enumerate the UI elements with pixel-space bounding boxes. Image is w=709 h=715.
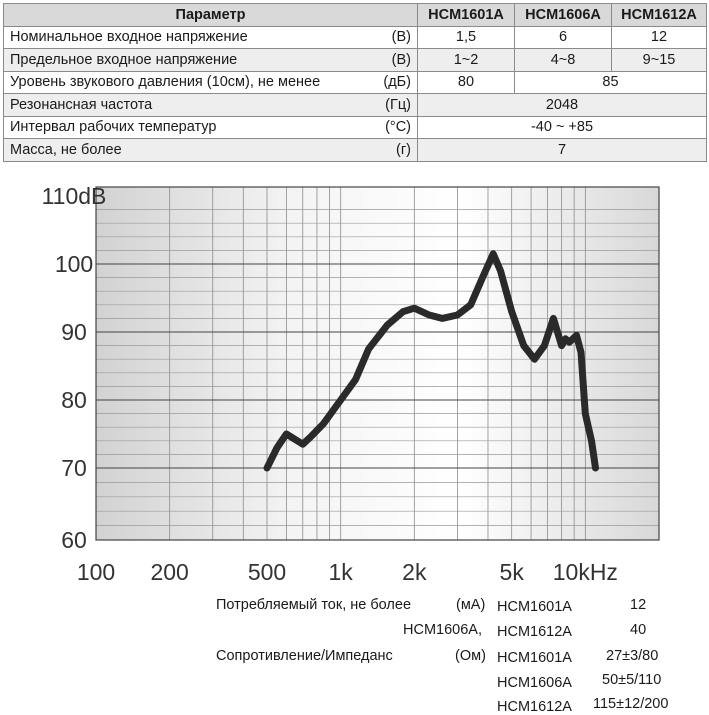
- current-model: HCM1606A,: [403, 622, 482, 638]
- resistance-model: HCM1612A: [497, 699, 572, 715]
- table-row: Номинальное входное напряжение (В) 1,5 6…: [3, 25, 707, 49]
- header-hcm1606a: HCM1606A: [514, 3, 612, 27]
- param-unit: (дБ): [343, 70, 418, 94]
- table-row: Резонансная частота (Гц) 2048: [3, 93, 707, 117]
- plot-frame: [95, 186, 660, 541]
- param-name: Масса, не более: [3, 138, 344, 162]
- response-curve: [263, 250, 599, 472]
- table-row: Предельное входное напряжение (В) 1~2 4~…: [3, 48, 707, 72]
- frequency-response-chart: 110dB 100 90 80 70 60 100 200 500 1k 2k 5k 10kHz: [42, 183, 660, 585]
- resistance-model: HCM1606A: [497, 675, 572, 691]
- current-model: HCM1612A: [497, 624, 572, 640]
- y-tick-label: 70: [61, 455, 87, 481]
- spec-table: Параметр HCM1601A HCM1606A HCM1612A Номи…: [3, 3, 707, 162]
- header-hcm1612a: HCM1612A: [611, 3, 707, 27]
- value-cell: 2048: [417, 93, 707, 117]
- x-tick-label: 100: [77, 559, 115, 585]
- resistance-value: 115±12/200: [593, 696, 669, 712]
- value-cell: 6: [514, 25, 612, 49]
- y-tick-label: 60: [61, 527, 87, 553]
- x-tick-label: 500: [248, 559, 286, 585]
- y-tick-label: 100: [55, 251, 93, 277]
- param-name: Резонансная частота: [3, 93, 344, 117]
- table-row: Масса, не более (г) 7: [3, 138, 707, 162]
- resistance-label: Сопротивление/Импеданс: [216, 648, 393, 664]
- x-tick-label: 200: [150, 559, 188, 585]
- table-row: Уровень звукового давления (10см), не ме…: [3, 70, 707, 94]
- param-name: Номинальное входное напряжение: [3, 25, 344, 49]
- y-axis-labels: 110dB 100 90 80 70 60: [42, 183, 107, 553]
- value-cell: 12: [611, 25, 707, 49]
- current-model: HCM1601A: [497, 599, 572, 615]
- param-unit: (Гц): [343, 93, 418, 117]
- param-name: Уровень звукового давления (10см), не ме…: [3, 70, 344, 94]
- current-value: 12: [630, 597, 647, 613]
- plot-area: [96, 187, 659, 540]
- value-cell: 80: [417, 70, 515, 94]
- header-hcm1601a: HCM1601A: [417, 3, 515, 27]
- value-cell: -40 ~ +85: [417, 115, 707, 139]
- x-tick-label: 1k: [329, 559, 354, 585]
- param-name: Интервал рабочих температур: [3, 115, 344, 139]
- resistance-value: 27±3/80: [606, 648, 659, 664]
- value-cell: 1,5: [417, 25, 515, 49]
- y-tick-label: 110dB: [42, 183, 107, 209]
- y-tick-label: 90: [61, 319, 87, 345]
- resistance-model: HCM1601A: [497, 650, 572, 666]
- resistance-value: 50±5/110: [602, 672, 662, 688]
- param-unit: (В): [343, 48, 418, 72]
- current-value: 40: [630, 622, 647, 638]
- value-cell: 85: [514, 70, 707, 94]
- x-tick-label: 10kHz: [553, 559, 618, 585]
- grid-minor: [96, 187, 659, 540]
- param-unit: (В): [343, 25, 418, 49]
- current-label: Потребляемый ток, не более: [216, 597, 412, 613]
- param-unit: (°С): [343, 115, 418, 139]
- header-parameter: Параметр: [3, 3, 418, 27]
- current-unit: (мА): [456, 597, 486, 613]
- value-cell: 4~8: [514, 48, 612, 72]
- param-unit: (г): [343, 138, 418, 162]
- spec-header-row: Параметр HCM1601A HCM1606A HCM1612A: [3, 3, 707, 27]
- param-name: Предельное входное напряжение: [3, 48, 344, 72]
- value-cell: 7: [417, 138, 707, 162]
- table-row: Интервал рабочих температур (°С) -40 ~ +…: [3, 115, 707, 139]
- x-tick-label: 5k: [500, 559, 525, 585]
- x-axis-labels: 100 200 500 1k 2k 5k 10kHz: [77, 559, 618, 585]
- x-tick-label: 2k: [402, 559, 427, 585]
- resistance-unit: (Ом): [455, 648, 486, 664]
- value-cell: 1~2: [417, 48, 515, 72]
- y-tick-label: 80: [61, 387, 87, 413]
- value-cell: 9~15: [611, 48, 707, 72]
